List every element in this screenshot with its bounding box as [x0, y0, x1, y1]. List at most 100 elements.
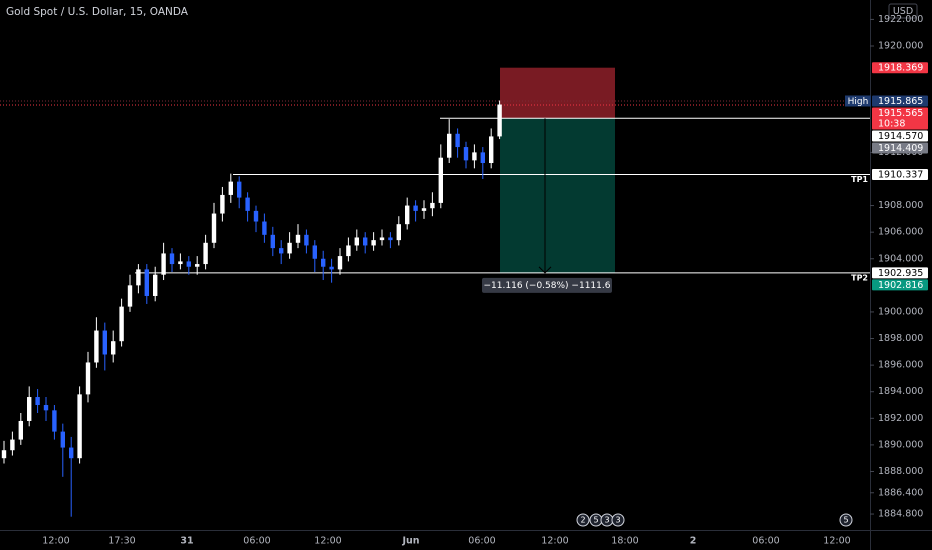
- measure-arrow-head: [538, 266, 552, 274]
- x-tick-label: 17:30: [108, 536, 135, 547]
- candle-body: [245, 197, 250, 211]
- price-tag-countdown: 10:38: [878, 118, 905, 129]
- candle-body: [455, 133, 460, 148]
- candle-body: [144, 269, 149, 296]
- y-tick-label: 1884.800: [878, 509, 923, 520]
- candle-body: [10, 439, 15, 451]
- event-count[interactable]: 3: [615, 516, 620, 525]
- price-tag-box: [872, 107, 928, 130]
- candle-body: [253, 210, 259, 222]
- candle-body: [489, 136, 494, 164]
- y-tick-label: 1922.000: [878, 14, 923, 25]
- event-count[interactable]: 2: [580, 516, 585, 525]
- chart-title: Gold Spot / U.S. Dollar, 15, OANDA: [6, 6, 189, 18]
- candle-body: [363, 237, 368, 246]
- event-icon[interactable]: [839, 513, 853, 527]
- x-tick-label: 18:00: [611, 536, 638, 547]
- candle-body: [77, 394, 82, 459]
- x-tick-label: 06:00: [468, 536, 495, 547]
- candle-body: [312, 245, 317, 259]
- price-tag-label: 1914.409: [878, 143, 923, 154]
- price-tag-box: [872, 142, 928, 154]
- level-title: TP1: [851, 175, 868, 184]
- event-count[interactable]: 5: [593, 516, 598, 525]
- candle-body: [262, 221, 267, 235]
- candle-body: [195, 264, 200, 267]
- price-tag-box: [872, 130, 928, 142]
- candle-body: [379, 237, 385, 241]
- candle-body: [203, 242, 208, 265]
- candle-body: [396, 224, 401, 241]
- event-icon[interactable]: [611, 513, 625, 527]
- x-tick-label: 12:00: [823, 536, 850, 547]
- price-tag-box: [872, 279, 928, 291]
- candle-body: [430, 202, 435, 209]
- x-tick-label: Jun: [401, 536, 419, 547]
- candle-body: [60, 431, 65, 448]
- y-tick-label: 1900.000: [878, 306, 923, 317]
- price-tag-box: [872, 95, 928, 107]
- candle-body: [472, 152, 477, 161]
- target-zone: [500, 118, 615, 273]
- price-tag-label: 1902.816: [878, 280, 923, 291]
- candle-body: [321, 258, 326, 267]
- price-tag-title-box: [845, 95, 871, 107]
- candle-body: [153, 274, 158, 296]
- candle-body: [18, 420, 23, 440]
- y-tick-label: 1888.000: [878, 466, 923, 477]
- candle-body: [178, 261, 183, 265]
- y-tick-label: 1898.000: [878, 333, 923, 344]
- y-tick-label: 1890.000: [878, 439, 923, 450]
- candle-body: [127, 285, 133, 307]
- currency[interactable]: USD: [893, 6, 913, 17]
- candle-body: [85, 362, 91, 395]
- candle-body: [211, 213, 217, 243]
- x-tick-label: 12:00: [541, 536, 568, 547]
- candle-body: [220, 194, 225, 214]
- x-tick-label: 12:00: [314, 536, 341, 547]
- price-tag-box: [872, 267, 928, 279]
- candle-body: [497, 104, 502, 137]
- candle-body: [413, 205, 418, 211]
- currency-box: [888, 3, 918, 19]
- measure-box: [482, 277, 612, 293]
- candle-body: [337, 256, 343, 270]
- y-tick-label: 1904.000: [878, 253, 923, 264]
- y-tick-label: 1908.000: [878, 200, 923, 211]
- candle-body: [480, 152, 485, 164]
- candle-body: [43, 405, 49, 411]
- candle-body: [287, 242, 292, 254]
- candle-body: [371, 240, 376, 246]
- x-tick-label: 2: [690, 536, 697, 547]
- candle-body: [346, 245, 351, 257]
- y-tick-label: 1894.000: [878, 386, 923, 397]
- y-tick-label: 1896.000: [878, 360, 923, 371]
- candle-body: [136, 269, 141, 286]
- y-tick-label: 1886.400: [878, 487, 923, 498]
- x-tick-label: 06:00: [752, 536, 779, 547]
- candle-body: [102, 330, 107, 355]
- candle-body: [237, 181, 242, 198]
- price-tag-label: 1902.935: [878, 268, 923, 279]
- x-tick-label: 12:00: [42, 536, 69, 547]
- event-count[interactable]: 5: [843, 516, 848, 525]
- event-count[interactable]: 3: [604, 516, 609, 525]
- candle-body: [354, 237, 359, 246]
- candle-body: [421, 208, 427, 211]
- candle-body: [270, 234, 275, 249]
- price-tag-label: 1914.570: [878, 131, 923, 142]
- candle-body: [447, 133, 452, 158]
- candle-body: [119, 306, 124, 342]
- candle-body: [405, 205, 410, 225]
- event-icon[interactable]: [576, 513, 590, 527]
- price-tag-label: 1918.369: [878, 63, 923, 74]
- candle-body: [52, 410, 57, 432]
- stop-zone: [500, 67, 615, 119]
- price-tag-box: [872, 62, 928, 74]
- measure-label: −11.116 (−0.58%) −1111.6: [484, 281, 611, 291]
- candle-body: [295, 234, 301, 243]
- price-tag-box: [872, 168, 928, 180]
- price-tag-label: 1910.337: [878, 169, 923, 180]
